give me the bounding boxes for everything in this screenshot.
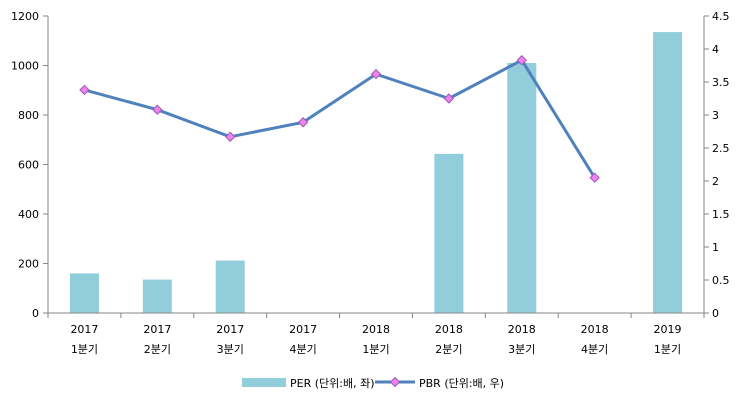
x-tick-quarter: 1분기 <box>654 343 681 356</box>
left-tick-label: 1200 <box>11 10 39 23</box>
per-bars <box>69 32 683 314</box>
per-bar <box>215 260 245 313</box>
pbr-marker <box>79 84 90 96</box>
right-tick-label: 4.5 <box>712 10 730 23</box>
pbr-marker <box>225 131 236 142</box>
pbr-line <box>84 58 596 179</box>
per-bar <box>653 32 683 314</box>
x-tick-quarter: 2분기 <box>144 343 171 356</box>
x-tick-quarter: 3분기 <box>508 343 535 356</box>
per-bar <box>434 153 464 313</box>
right-tick-label: 0 <box>712 307 719 320</box>
right-tick-label: 0.5 <box>712 274 730 287</box>
x-tick-year: 2017 <box>216 323 244 336</box>
x-tick-year: 2018 <box>435 323 463 336</box>
right-tick-label: 1.5 <box>712 208 730 221</box>
right-tick-label: 2 <box>712 175 719 188</box>
x-tick-quarter: 3분기 <box>217 343 244 356</box>
x-tick-quarter: 4분기 <box>581 343 608 356</box>
right-tick-label: 3 <box>712 109 719 122</box>
left-tick-label: 0 <box>32 307 39 320</box>
left-tick-label: 200 <box>18 258 39 271</box>
pbr-marker <box>297 117 309 128</box>
legend-per-label: PER (단위:배, 좌) <box>290 377 375 390</box>
left-tick-label: 400 <box>18 208 39 221</box>
x-tick-year: 2018 <box>362 323 390 336</box>
x-tick-year: 2018 <box>581 323 609 336</box>
legend: PER (단위:배, 좌) PBR (단위:배, 우) <box>242 376 504 390</box>
per-bar <box>142 279 172 313</box>
x-tick-year: 2017 <box>289 323 317 336</box>
pbr-marker <box>152 104 163 115</box>
legend-per-swatch <box>242 378 286 387</box>
x-tick-quarter: 1분기 <box>362 343 389 356</box>
right-tick-label: 4 <box>712 43 719 56</box>
legend-pbr-marker <box>389 376 401 388</box>
right-tick-label: 2.5 <box>712 142 730 155</box>
x-tick-quarter: 2분기 <box>435 343 462 356</box>
pbr-marker <box>370 68 382 80</box>
pbr-marker <box>443 93 455 104</box>
right-tick-label: 3.5 <box>712 76 730 89</box>
pbr-marker <box>589 172 600 183</box>
legend-pbr-label: PBR (단위:배, 우) <box>419 377 504 390</box>
x-tick-year: 2017 <box>143 323 171 336</box>
left-tick-label: 600 <box>18 159 39 172</box>
per-bar <box>69 273 99 313</box>
pbr-marker <box>516 55 527 66</box>
per-bar <box>507 63 537 314</box>
x-tick-year: 2019 <box>654 323 682 336</box>
left-tick-label: 1000 <box>11 60 39 73</box>
axes: 0 200 400 600 800 1000 1200 0 0.5 1 1.5 2 2.5 3 3.5 4 4.… <box>11 10 730 356</box>
left-tick-label: 800 <box>18 109 39 122</box>
x-tick-quarter: 4분기 <box>289 343 316 356</box>
x-tick-quarter: 1분기 <box>71 343 98 356</box>
x-tick-year: 2018 <box>508 323 536 336</box>
right-tick-label: 1 <box>712 241 719 254</box>
x-tick-year: 2017 <box>70 323 98 336</box>
pbr-line-layer <box>79 55 600 183</box>
